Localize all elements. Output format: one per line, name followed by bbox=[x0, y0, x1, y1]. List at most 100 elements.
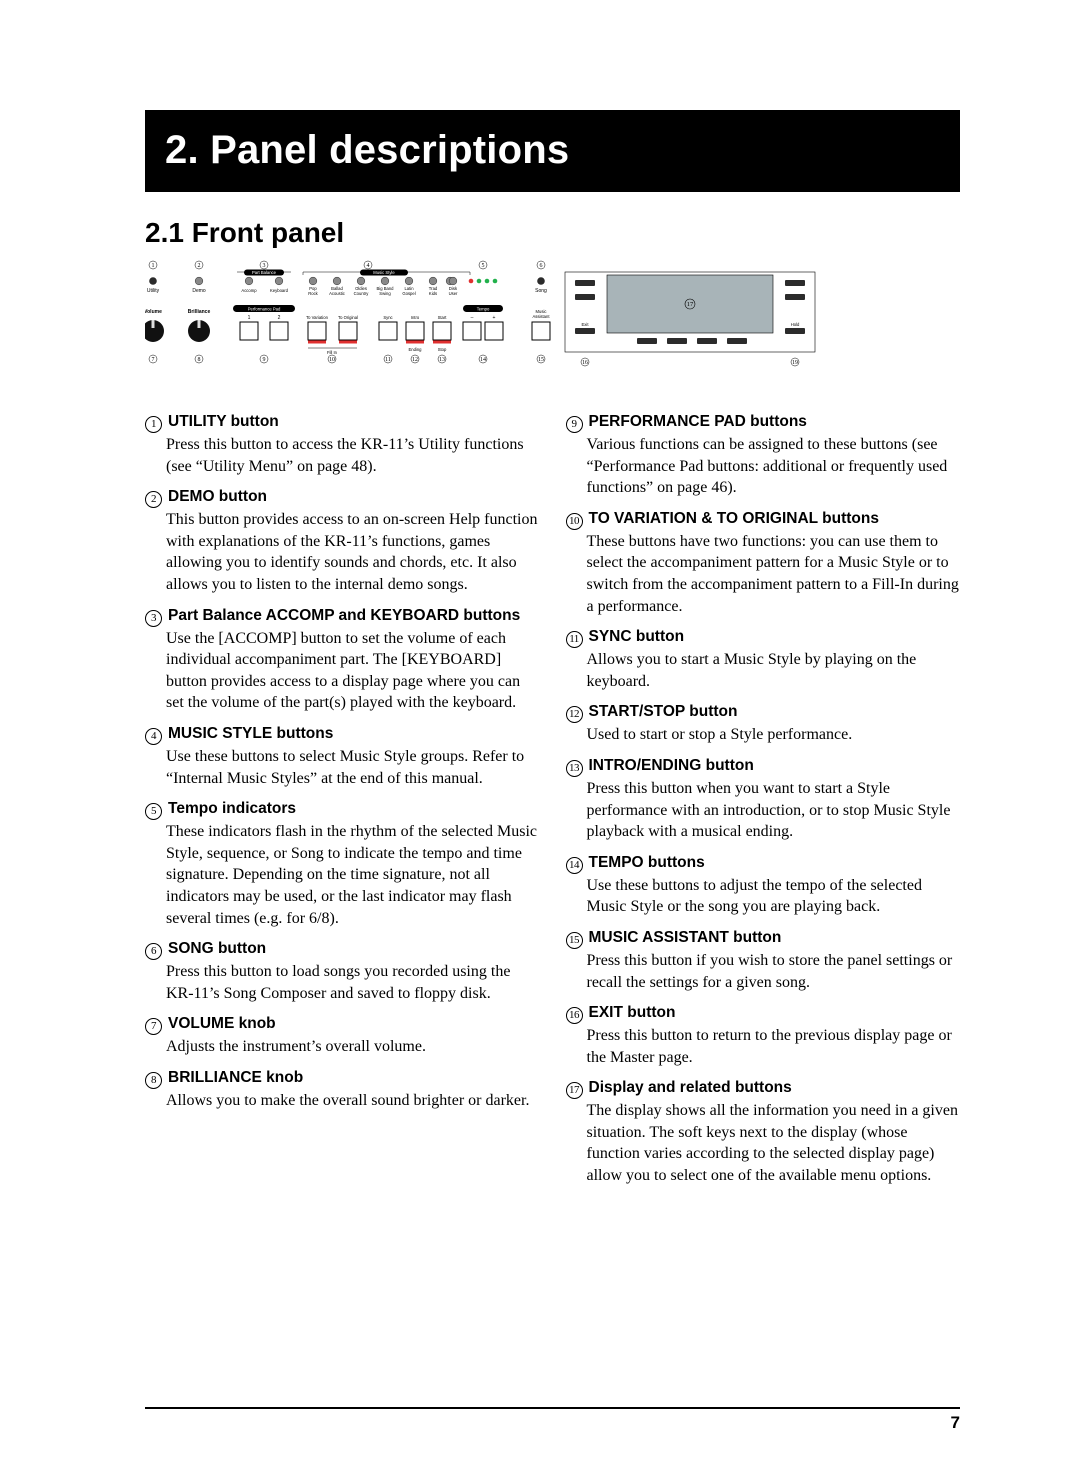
ref-number: 9 bbox=[566, 416, 583, 433]
desc-body: These indicators flash in the rhythm of … bbox=[145, 821, 540, 929]
svg-text:6: 6 bbox=[540, 263, 543, 269]
desc-heading: 11 SYNC button bbox=[566, 627, 961, 647]
ref-number: 17 bbox=[566, 1082, 583, 1099]
svg-text:5: 5 bbox=[482, 263, 485, 269]
ref-number: 4 bbox=[145, 728, 162, 745]
desc-heading: 17 Display and related buttons bbox=[566, 1078, 961, 1098]
desc-item: 12 START/STOP button Used to start or stop… bbox=[566, 702, 961, 746]
svg-text:Start: Start bbox=[438, 315, 448, 320]
desc-item: 9PERFORMANCE PAD buttonsVarious function… bbox=[566, 412, 961, 499]
desc-body: These buttons have two functions: you ca… bbox=[566, 531, 961, 617]
svg-text:Music Style: Music Style bbox=[373, 270, 395, 275]
desc-heading: 5 Tempo indicators bbox=[145, 799, 540, 819]
svg-text:Sync: Sync bbox=[383, 315, 392, 320]
desc-item: 10TO VARIATION & TO ORIGINAL buttonsThes… bbox=[566, 509, 961, 617]
desc-item: 13INTRO/ENDING buttonPress this button w… bbox=[566, 756, 961, 843]
desc-title: BRILLIANCE knob bbox=[168, 1068, 303, 1087]
svg-text:Accomp: Accomp bbox=[241, 288, 257, 293]
svg-text:Performance Pad: Performance Pad bbox=[248, 306, 281, 311]
desc-body: Used to start or stop a Style performanc… bbox=[566, 724, 961, 746]
page-number: 7 bbox=[951, 1413, 960, 1433]
svg-text:Hold: Hold bbox=[791, 322, 800, 327]
desc-body: Allows you to make the overall sound bri… bbox=[145, 1090, 540, 1112]
front-panel-diagram: 1 2 3 4 5 6 Utility Demo Part Balance Ac… bbox=[145, 257, 960, 392]
desc-title: TEMPO buttons bbox=[589, 853, 705, 872]
desc-item: 11SYNC buttonAllows you to start a Music… bbox=[566, 627, 961, 692]
svg-text:2: 2 bbox=[278, 315, 281, 321]
desc-title: PERFORMANCE PAD buttons bbox=[589, 412, 807, 431]
desc-item: 17 Display and related buttons The display… bbox=[566, 1078, 961, 1186]
ref-number: 7 bbox=[145, 1018, 162, 1035]
desc-title: MUSIC ASSISTANT button bbox=[589, 928, 782, 947]
svg-text:11: 11 bbox=[385, 357, 391, 363]
desc-body: Press this button to return to the previ… bbox=[566, 1025, 961, 1068]
desc-body: Adjusts the instrument’s overall volume. bbox=[145, 1036, 540, 1058]
desc-body: Use these buttons to select Music Style … bbox=[145, 746, 540, 789]
desc-heading: 13INTRO/ENDING button bbox=[566, 756, 961, 776]
svg-text:13: 13 bbox=[439, 357, 445, 363]
left-column: 1UTILITY buttonPress this button to acce… bbox=[145, 412, 540, 1197]
svg-text:Fill In: Fill In bbox=[327, 350, 338, 355]
svg-text:8: 8 bbox=[198, 357, 201, 363]
chapter-title: 2. Panel descriptions bbox=[145, 110, 960, 192]
desc-heading: 10TO VARIATION & TO ORIGINAL buttons bbox=[566, 509, 961, 529]
ref-number: 5 bbox=[145, 803, 162, 820]
desc-item: 14TEMPO buttonsUse these buttons to adju… bbox=[566, 853, 961, 918]
desc-item: 16EXIT buttonPress this button to return… bbox=[566, 1003, 961, 1068]
ref-number: 2 bbox=[145, 491, 162, 508]
ref-number: 10 bbox=[566, 513, 583, 530]
svg-text:Swing: Swing bbox=[379, 291, 391, 296]
desc-title: EXIT button bbox=[589, 1003, 676, 1022]
desc-item: 5 Tempo indicators These indicators flash … bbox=[145, 799, 540, 929]
ref-number: 8 bbox=[145, 1072, 162, 1089]
desc-heading: 12 START/STOP button bbox=[566, 702, 961, 722]
description-columns: 1UTILITY buttonPress this button to acce… bbox=[145, 412, 960, 1197]
svg-text:19: 19 bbox=[792, 360, 798, 366]
svg-text:User: User bbox=[449, 291, 458, 296]
desc-heading: 4 MUSIC STYLE buttons bbox=[145, 724, 540, 744]
desc-title: START/STOP button bbox=[589, 702, 738, 721]
footer-rule bbox=[145, 1407, 960, 1409]
desc-body: Use the [ACCOMP] button to set the volum… bbox=[145, 628, 540, 714]
desc-body: The display shows all the information yo… bbox=[566, 1100, 961, 1186]
desc-heading: 14TEMPO buttons bbox=[566, 853, 961, 873]
desc-heading: 3Part Balance ACCOMP and KEYBOARD button… bbox=[145, 606, 540, 626]
desc-heading: 1UTILITY button bbox=[145, 412, 540, 432]
desc-title: DEMO button bbox=[168, 487, 267, 506]
desc-body: Press this button if you wish to store t… bbox=[566, 950, 961, 993]
svg-text:7: 7 bbox=[152, 357, 155, 363]
ref-number: 11 bbox=[566, 631, 583, 648]
ref-number: 12 bbox=[566, 706, 583, 723]
desc-title: Display and related buttons bbox=[589, 1078, 792, 1097]
svg-text:Brilliance: Brilliance bbox=[188, 309, 211, 315]
svg-text:Ending: Ending bbox=[408, 347, 422, 352]
svg-text:Keyboard: Keyboard bbox=[270, 288, 289, 293]
svg-text:12: 12 bbox=[412, 357, 418, 363]
section-title: 2.1 Front panel bbox=[145, 217, 960, 249]
right-column: 9PERFORMANCE PAD buttonsVarious function… bbox=[566, 412, 961, 1197]
desc-heading: 6SONG button bbox=[145, 939, 540, 959]
diagram-top-numbers: 1 2 3 4 5 6 bbox=[149, 261, 545, 269]
desc-item: 1UTILITY buttonPress this button to acce… bbox=[145, 412, 540, 477]
svg-text:To Variation: To Variation bbox=[306, 315, 328, 320]
desc-heading: 8 BRILLIANCE knob bbox=[145, 1068, 540, 1088]
desc-item: 8 BRILLIANCE knob Allows you to make the o… bbox=[145, 1068, 540, 1112]
desc-title: VOLUME knob bbox=[168, 1014, 276, 1033]
desc-item: 6SONG buttonPress this button to load so… bbox=[145, 939, 540, 1004]
desc-body: Press this button when you want to start… bbox=[566, 778, 961, 843]
svg-text:Rock: Rock bbox=[308, 291, 318, 296]
desc-item: 4 MUSIC STYLE buttons Use these buttons to… bbox=[145, 724, 540, 789]
svg-text:Intro: Intro bbox=[411, 315, 420, 320]
svg-text:–: – bbox=[471, 315, 474, 321]
svg-text:17: 17 bbox=[687, 301, 694, 308]
svg-text:+: + bbox=[493, 315, 496, 321]
desc-title: Tempo indicators bbox=[168, 799, 296, 818]
desc-body: Press this button to load songs you reco… bbox=[145, 961, 540, 1004]
svg-text:Gospel: Gospel bbox=[402, 291, 415, 296]
desc-title: MUSIC STYLE buttons bbox=[168, 724, 333, 743]
desc-item: 15MUSIC ASSISTANT buttonPress this butto… bbox=[566, 928, 961, 993]
desc-title: SYNC button bbox=[589, 627, 685, 646]
svg-text:10: 10 bbox=[329, 357, 335, 363]
svg-text:3: 3 bbox=[263, 263, 266, 269]
svg-text:Volume: Volume bbox=[145, 309, 162, 315]
